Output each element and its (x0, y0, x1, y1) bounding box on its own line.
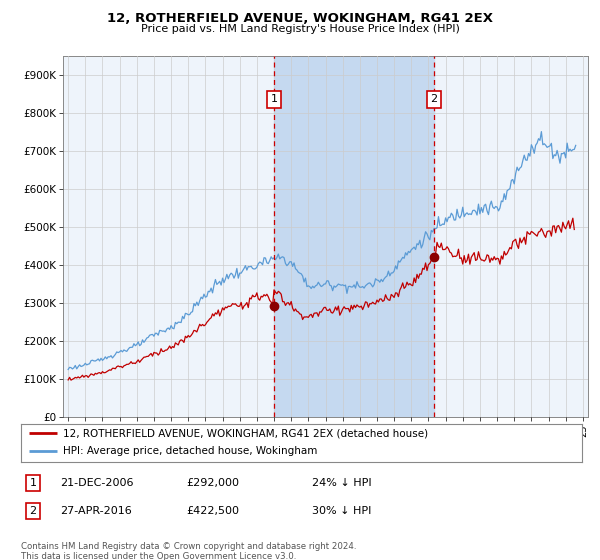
Bar (274, 56, 434, 417)
Text: HPI: Average price, detached house, Wokingham: HPI: Average price, detached house, Woki… (63, 446, 317, 456)
Text: 1: 1 (29, 478, 37, 488)
Text: 12, ROTHERFIELD AVENUE, WOKINGHAM, RG41 2EX: 12, ROTHERFIELD AVENUE, WOKINGHAM, RG41 … (107, 12, 493, 25)
Text: 27-APR-2016: 27-APR-2016 (60, 506, 132, 516)
Text: £422,500: £422,500 (186, 506, 239, 516)
Text: 2: 2 (431, 94, 437, 104)
Text: £292,000: £292,000 (186, 478, 239, 488)
Text: 24% ↓ HPI: 24% ↓ HPI (312, 478, 371, 488)
Text: 2: 2 (29, 506, 37, 516)
Text: 12, ROTHERFIELD AVENUE, WOKINGHAM, RG41 2EX (detached house): 12, ROTHERFIELD AVENUE, WOKINGHAM, RG41 … (63, 428, 428, 438)
Text: 30% ↓ HPI: 30% ↓ HPI (312, 506, 371, 516)
Text: Contains HM Land Registry data © Crown copyright and database right 2024.
This d: Contains HM Land Registry data © Crown c… (21, 542, 356, 560)
Text: 21-DEC-2006: 21-DEC-2006 (60, 478, 133, 488)
Text: Price paid vs. HM Land Registry's House Price Index (HPI): Price paid vs. HM Land Registry's House … (140, 24, 460, 34)
Text: 1: 1 (271, 94, 278, 104)
